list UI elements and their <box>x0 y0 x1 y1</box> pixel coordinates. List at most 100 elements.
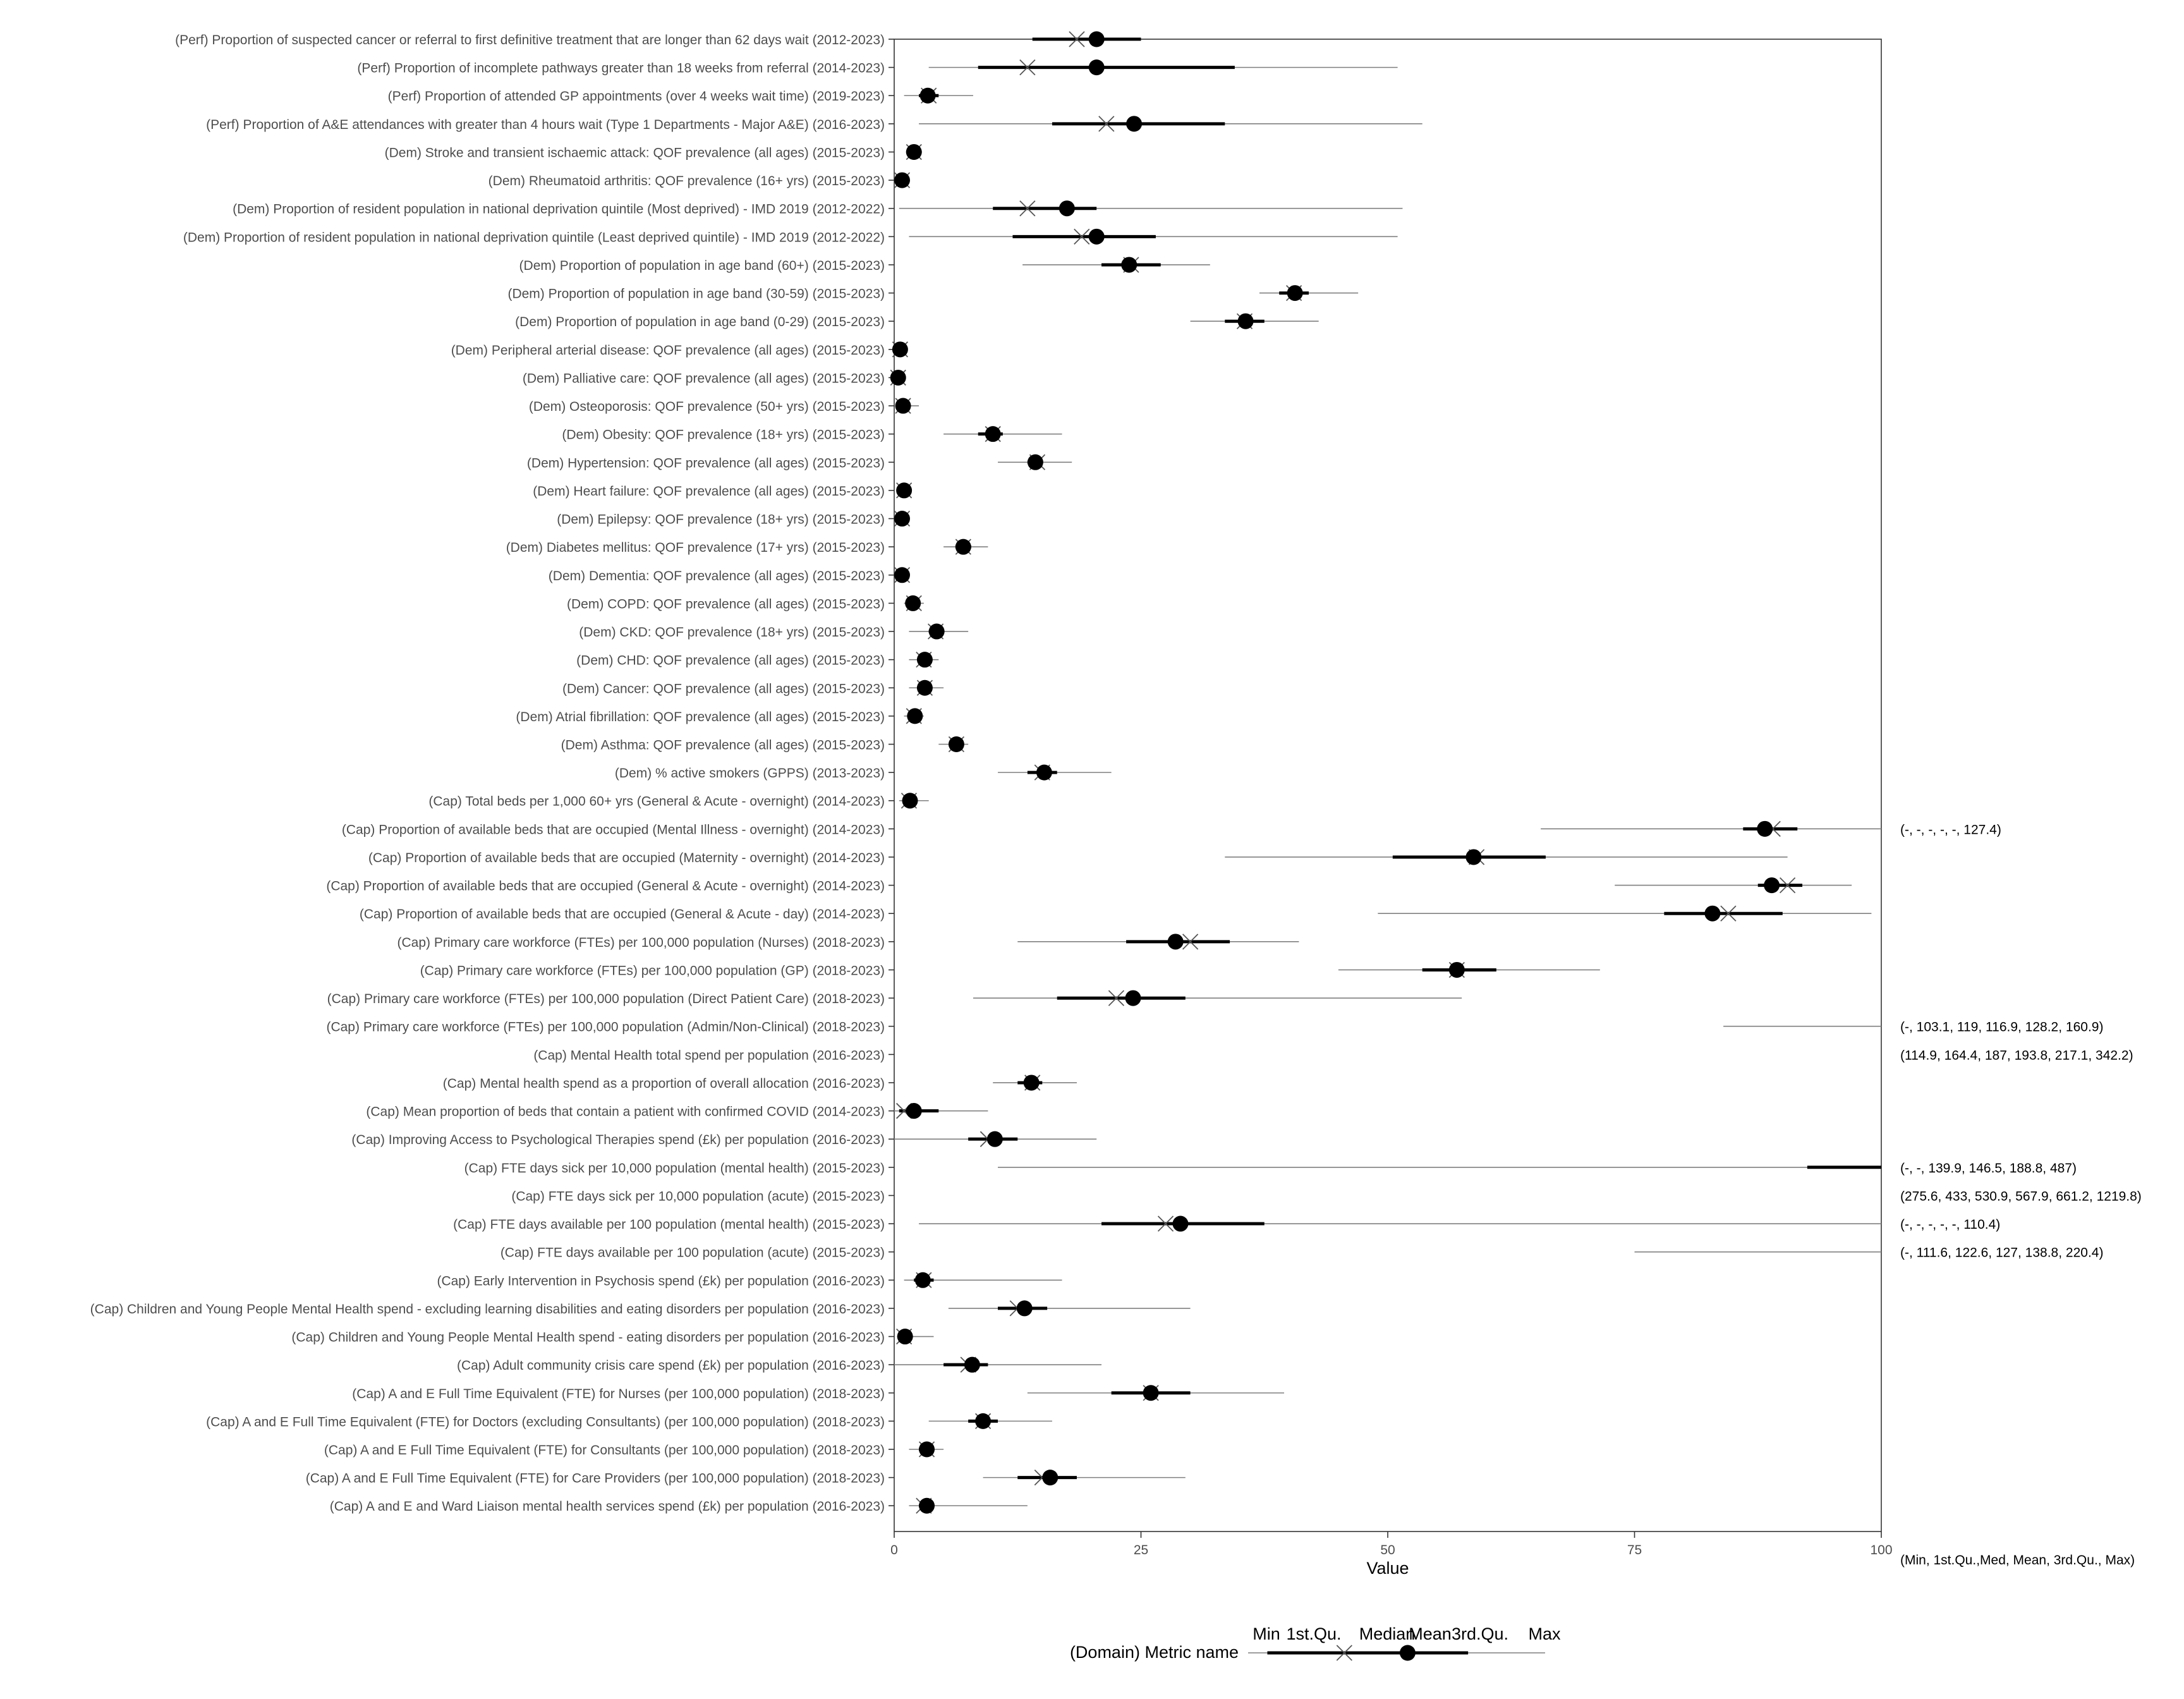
metric-label: (Cap) FTE days available per 100 populat… <box>453 1217 885 1232</box>
median-marker <box>1098 116 1115 132</box>
legend-mean-marker <box>1399 1645 1416 1661</box>
metric-label: (Cap) Children and Young People Mental H… <box>90 1302 885 1317</box>
summary-header: (Min, 1st.Qu.,Med, Mean, 3rd.Qu., Max) <box>1900 1553 2135 1568</box>
x-tick-label: 50 <box>1380 1543 1395 1557</box>
metric-label: (Dem) Hypertension: QOF prevalence (all … <box>527 456 885 470</box>
mean-marker <box>1167 934 1184 950</box>
metric-label: (Cap) Children and Young People Mental H… <box>291 1331 885 1345</box>
mean-marker <box>1125 990 1141 1006</box>
metric-row: (Cap) Proportion of available beds that … <box>360 905 1872 922</box>
mean-marker <box>1143 1385 1159 1401</box>
metric-row: (Cap) Children and Young People Mental H… <box>90 1300 1191 1317</box>
x-axis-title: Value <box>1366 1559 1409 1578</box>
metric-label: (Perf) Proportion of A&E attendances wit… <box>206 118 885 132</box>
metric-label: (Cap) A and E Full Time Equivalent (FTE)… <box>352 1387 885 1401</box>
metric-row: (Cap) Children and Young People Mental H… <box>291 1328 934 1345</box>
median-marker <box>1019 59 1036 76</box>
metric-label: (Dem) Stroke and transient ischaemic att… <box>385 145 885 160</box>
mean-marker <box>902 793 918 809</box>
mean-marker <box>919 87 936 104</box>
median-marker <box>1108 990 1125 1006</box>
metric-label: (Cap) A and E Full Time Equivalent (FTE)… <box>206 1415 885 1429</box>
metric-row: (Cap) Proportion of available beds that … <box>326 877 1852 894</box>
metric-row: (Dem) Heart failure: QOF prevalence (all… <box>533 482 913 499</box>
metric-row: (Cap) Improving Access to Psychological … <box>351 1131 1097 1147</box>
metric-row: (Cap) Proportion of available beds that … <box>368 849 1788 865</box>
metric-row: (Cap) FTE days sick per 10,000 populatio… <box>464 1161 2077 1176</box>
mean-marker <box>1036 764 1052 781</box>
metric-label: (Cap) Mental Health total spend per popu… <box>533 1048 885 1063</box>
legend-label: Median <box>1359 1624 1416 1643</box>
metric-row: (Dem) % active smokers (GPPS) (2013-2023… <box>615 764 1112 781</box>
metric-label: (Cap) Proportion of available beds that … <box>342 822 885 837</box>
overflow-summary: (114.9, 164.4, 187, 193.8, 217.1, 342.2) <box>1900 1048 2133 1063</box>
overflow-summary: (-, 103.1, 119, 116.9, 128.2, 160.9) <box>1900 1020 2103 1035</box>
metric-label: (Cap) A and E and Ward Liaison mental he… <box>330 1499 885 1514</box>
metric-label: (Dem) Palliative care: QOF prevalence (a… <box>523 371 885 386</box>
mean-marker <box>928 623 945 640</box>
metric-label: (Dem) Dementia: QOF prevalence (all ages… <box>549 569 885 583</box>
metric-row: (Cap) Primary care workforce (FTEs) per … <box>326 1020 2103 1035</box>
x-tick-label: 25 <box>1134 1543 1148 1557</box>
mean-marker <box>919 1497 935 1514</box>
metric-row: (Dem) Palliative care: QOF prevalence (a… <box>523 369 906 386</box>
metric-row: (Dem) Dementia: QOF prevalence (all ages… <box>549 567 911 583</box>
mean-marker <box>894 172 910 188</box>
median-marker <box>1074 228 1090 245</box>
mean-marker <box>1237 313 1254 329</box>
median-marker <box>1069 31 1085 47</box>
metric-label: (Cap) Primary care workforce (FTEs) per … <box>420 963 885 978</box>
metric-row: (Cap) Mental health spend as a proportio… <box>443 1075 1077 1091</box>
metric-row: (Dem) Proportion of population in age ba… <box>515 313 1319 329</box>
metric-label: (Cap) Proportion of available beds that … <box>360 907 885 922</box>
metric-row: (Dem) Osteoporosis: QOF prevalence (50+ … <box>529 398 919 414</box>
metric-label: (Dem) Epilepsy: QOF prevalence (18+ yrs)… <box>557 513 885 527</box>
metric-row: (Dem) Proportion of resident population … <box>233 200 1403 217</box>
metric-row: (Dem) Proportion of resident population … <box>183 228 1398 245</box>
metric-row: (Perf) Proportion of suspected cancer or… <box>175 31 1141 47</box>
metric-label: (Cap) Mental health spend as a proportio… <box>443 1076 885 1091</box>
metric-row: (Dem) Peripheral arterial disease: QOF p… <box>451 341 909 358</box>
legend-median-marker <box>1336 1645 1352 1661</box>
metric-label: (Cap) Primary care workforce (FTEs) per … <box>327 992 885 1006</box>
median-marker <box>1779 877 1796 894</box>
metric-label: (Cap) Improving Access to Psychological … <box>351 1133 885 1147</box>
metric-label: (Dem) Atrial fibrillation: QOF prevalenc… <box>516 710 885 724</box>
metric-label: (Dem) CHD: QOF prevalence (all ages) (20… <box>576 654 885 668</box>
metric-row: (Dem) Diabetes mellitus: QOF prevalence … <box>506 539 988 555</box>
mean-marker <box>985 426 1001 442</box>
legend-label: 1st.Qu. <box>1286 1624 1341 1643</box>
metric-row: (Dem) Proportion of population in age ba… <box>507 284 1359 301</box>
metric-row: (Dem) CKD: QOF prevalence (18+ yrs) (201… <box>579 623 969 640</box>
metric-row: (Cap) Early Intervention in Psychosis sp… <box>437 1272 1062 1288</box>
median-marker <box>1720 905 1737 922</box>
metric-row: (Dem) COPD: QOF prevalence (all ages) (2… <box>567 595 924 611</box>
overflow-summary: (-, -, -, -, -, 127.4) <box>1900 822 2001 837</box>
mean-marker <box>1126 116 1143 132</box>
metric-label: (Dem) Proportion of population in age ba… <box>507 287 885 301</box>
metric-label: (Dem) Asthma: QOF prevalence (all ages) … <box>561 738 885 753</box>
metric-label: (Perf) Proportion of incomplete pathways… <box>357 61 885 76</box>
metric-label: (Dem) Heart failure: QOF prevalence (all… <box>533 484 885 499</box>
mean-marker <box>964 1356 980 1373</box>
metric-label: (Dem) Rheumatoid arthritis: QOF prevalen… <box>488 174 885 188</box>
metric-label: (Dem) Proportion of population in age ba… <box>519 259 885 273</box>
mean-marker <box>1088 228 1105 245</box>
metric-label: (Cap) A and E Full Time Equivalent (FTE)… <box>324 1443 885 1458</box>
metric-row: (Dem) Epilepsy: QOF prevalence (18+ yrs)… <box>557 510 911 527</box>
metric-label: (Cap) Primary care workforce (FTEs) per … <box>397 935 885 950</box>
metric-row: (Cap) Primary care workforce (FTEs) per … <box>420 961 1600 978</box>
metric-row: (Cap) Mean proportion of beds that conta… <box>366 1102 988 1119</box>
mean-marker <box>1042 1470 1059 1486</box>
metric-label: (Dem) Proportion of resident population … <box>233 202 885 217</box>
mean-marker <box>1172 1215 1189 1232</box>
metric-row: (Cap) FTE days available per 100 populat… <box>453 1215 2000 1232</box>
mean-marker <box>897 1329 913 1345</box>
metric-label: (Dem) Obesity: QOF prevalence (18+ yrs) … <box>562 428 885 442</box>
mean-marker <box>1448 961 1465 978</box>
mean-marker <box>1027 454 1043 470</box>
metric-label: (Perf) Proportion of attended GP appoint… <box>388 89 885 104</box>
metric-row: (Cap) A and E and Ward Liaison mental he… <box>330 1497 1028 1514</box>
metric-label: (Cap) Proportion of available beds that … <box>368 851 885 865</box>
